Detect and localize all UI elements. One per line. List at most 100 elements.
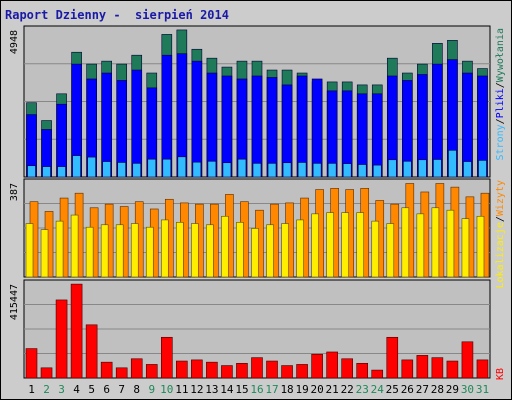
bar-bottom-KB-11: [176, 360, 188, 379]
xtick-11: 11: [175, 383, 188, 396]
xtick-3: 3: [58, 383, 65, 396]
bar-middle-Lokalizacje-7: [115, 224, 124, 278]
bar-middle-Lokalizacje-14: [221, 215, 229, 278]
bar-middle-Lokalizacje-21: [326, 212, 334, 278]
bar-bottom-KB-30: [461, 341, 474, 379]
legend-separator: /: [495, 82, 506, 88]
xtick-26: 26: [401, 383, 414, 396]
xtick-13: 13: [205, 383, 218, 396]
bar-top-Strony-4: [72, 155, 81, 178]
bar-top-Strony-28: [433, 159, 442, 178]
bar-bottom-KB-12: [191, 359, 203, 379]
bar-middle-Lokalizacje-20: [311, 213, 319, 278]
xtick-19: 19: [295, 383, 308, 396]
bar-middle-Lokalizacje-28: [431, 207, 440, 278]
bar-middle-Lokalizacje-5: [85, 226, 94, 278]
legend-top: Strony/Pliki/Wywołania: [495, 28, 506, 160]
bar-top-Strony-29: [448, 149, 457, 178]
bar-top-Pliki-12: [191, 60, 203, 178]
ylabel-top: 4948: [9, 30, 20, 54]
bar-middle-Lokalizacje-25: [386, 223, 395, 278]
legend-entry-Wywołania: Wywołania: [495, 28, 506, 82]
xtick-8: 8: [133, 383, 140, 396]
bar-bottom-KB-21: [326, 351, 338, 379]
bar-top-Strony-14: [222, 162, 232, 178]
bar-bottom-KB-1: [25, 348, 38, 379]
bar-middle-Lokalizacje-12: [191, 223, 199, 278]
bar-top-Strony-20: [312, 163, 322, 178]
legend-separator: /: [495, 118, 506, 124]
legend-entry-Lokalizacje: Lokalizacje: [495, 222, 506, 288]
bar-top-Pliki-20: [311, 78, 323, 178]
bar-bottom-KB-5: [85, 324, 98, 379]
xtick-22: 22: [341, 383, 354, 396]
legend-entry-KB: KB: [495, 368, 506, 380]
bar-middle-Lokalizacje-18: [281, 223, 289, 278]
bar-top-Strony-12: [192, 161, 202, 178]
bar-top-Strony-8: [132, 163, 142, 178]
bar-top-Strony-19: [297, 162, 307, 178]
bar-middle-Lokalizacje-23: [356, 212, 365, 278]
bar-bottom-KB-28: [431, 357, 444, 379]
legend-bottom: KB: [495, 368, 506, 380]
bar-bottom-KB-19: [296, 364, 308, 379]
bar-top-Strony-3: [57, 166, 66, 178]
xtick-16: 16: [250, 383, 263, 396]
bar-bottom-KB-17: [266, 360, 278, 379]
xtick-27: 27: [416, 383, 429, 396]
xtick-15: 15: [235, 383, 248, 396]
bar-top-Pliki-3: [56, 103, 67, 178]
bar-top-Strony-16: [252, 163, 262, 178]
xtick-12: 12: [190, 383, 203, 396]
bar-top-Strony-11: [177, 156, 187, 178]
xtick-7: 7: [118, 383, 125, 396]
bar-top-Pliki-17: [266, 77, 278, 178]
bar-bottom-KB-15: [236, 362, 248, 379]
bar-middle-Lokalizacje-31: [476, 215, 485, 278]
bar-top-Strony-23: [357, 164, 367, 178]
bar-middle-Lokalizacje-15: [236, 222, 244, 278]
xtick-20: 20: [311, 383, 324, 396]
xtick-14: 14: [220, 383, 234, 396]
xtick-21: 21: [326, 383, 339, 396]
legend-entry-Pliki: Pliki: [495, 88, 506, 118]
bar-top-Strony-22: [342, 163, 352, 178]
xtick-9: 9: [148, 383, 155, 396]
xtick-4: 4: [73, 383, 80, 396]
bar-top-Strony-2: [42, 166, 51, 178]
bar-top-Strony-25: [387, 159, 397, 178]
bar-bottom-KB-23: [356, 362, 369, 379]
bar-middle-Lokalizacje-27: [416, 213, 425, 278]
bar-bottom-KB-20: [311, 353, 323, 379]
bar-middle-Lokalizacje-3: [55, 220, 64, 278]
bar-top-Strony-26: [403, 160, 412, 178]
xtick-1: 1: [28, 383, 35, 396]
bar-bottom-KB-14: [221, 365, 233, 379]
bar-top-Pliki-24: [371, 93, 383, 178]
legend-entry-Wizyty: Wizyty: [495, 180, 506, 216]
xtick-2: 2: [43, 383, 50, 396]
bar-middle-Lokalizacje-4: [70, 214, 79, 278]
bar-top-Strony-13: [207, 160, 217, 178]
bar-bottom-KB-6: [100, 361, 113, 379]
bar-top-Strony-6: [102, 161, 111, 178]
bar-top-Strony-10: [162, 158, 172, 178]
bar-bottom-KB-4: [70, 283, 83, 379]
bar-bottom-KB-13: [206, 361, 218, 379]
bar-middle-Lokalizacje-1: [25, 223, 34, 278]
bar-bottom-KB-22: [341, 358, 353, 379]
bar-bottom-KB-7: [115, 367, 128, 379]
bar-top-Pliki-14: [221, 75, 233, 178]
xtick-18: 18: [280, 383, 293, 396]
bar-bottom-KB-16: [251, 357, 263, 379]
bar-top-Strony-21: [327, 163, 337, 178]
xtick-23: 23: [356, 383, 369, 396]
bar-bottom-KB-29: [446, 360, 459, 379]
report-title: Raport Dzienny - sierpień 2014: [5, 8, 229, 22]
bar-bottom-KB-24: [371, 369, 384, 379]
xtick-25: 25: [386, 383, 399, 396]
bar-bottom-KB-9: [145, 364, 158, 379]
bar-top-Pliki-10: [161, 54, 173, 178]
bar-bottom-KB-27: [416, 355, 429, 379]
